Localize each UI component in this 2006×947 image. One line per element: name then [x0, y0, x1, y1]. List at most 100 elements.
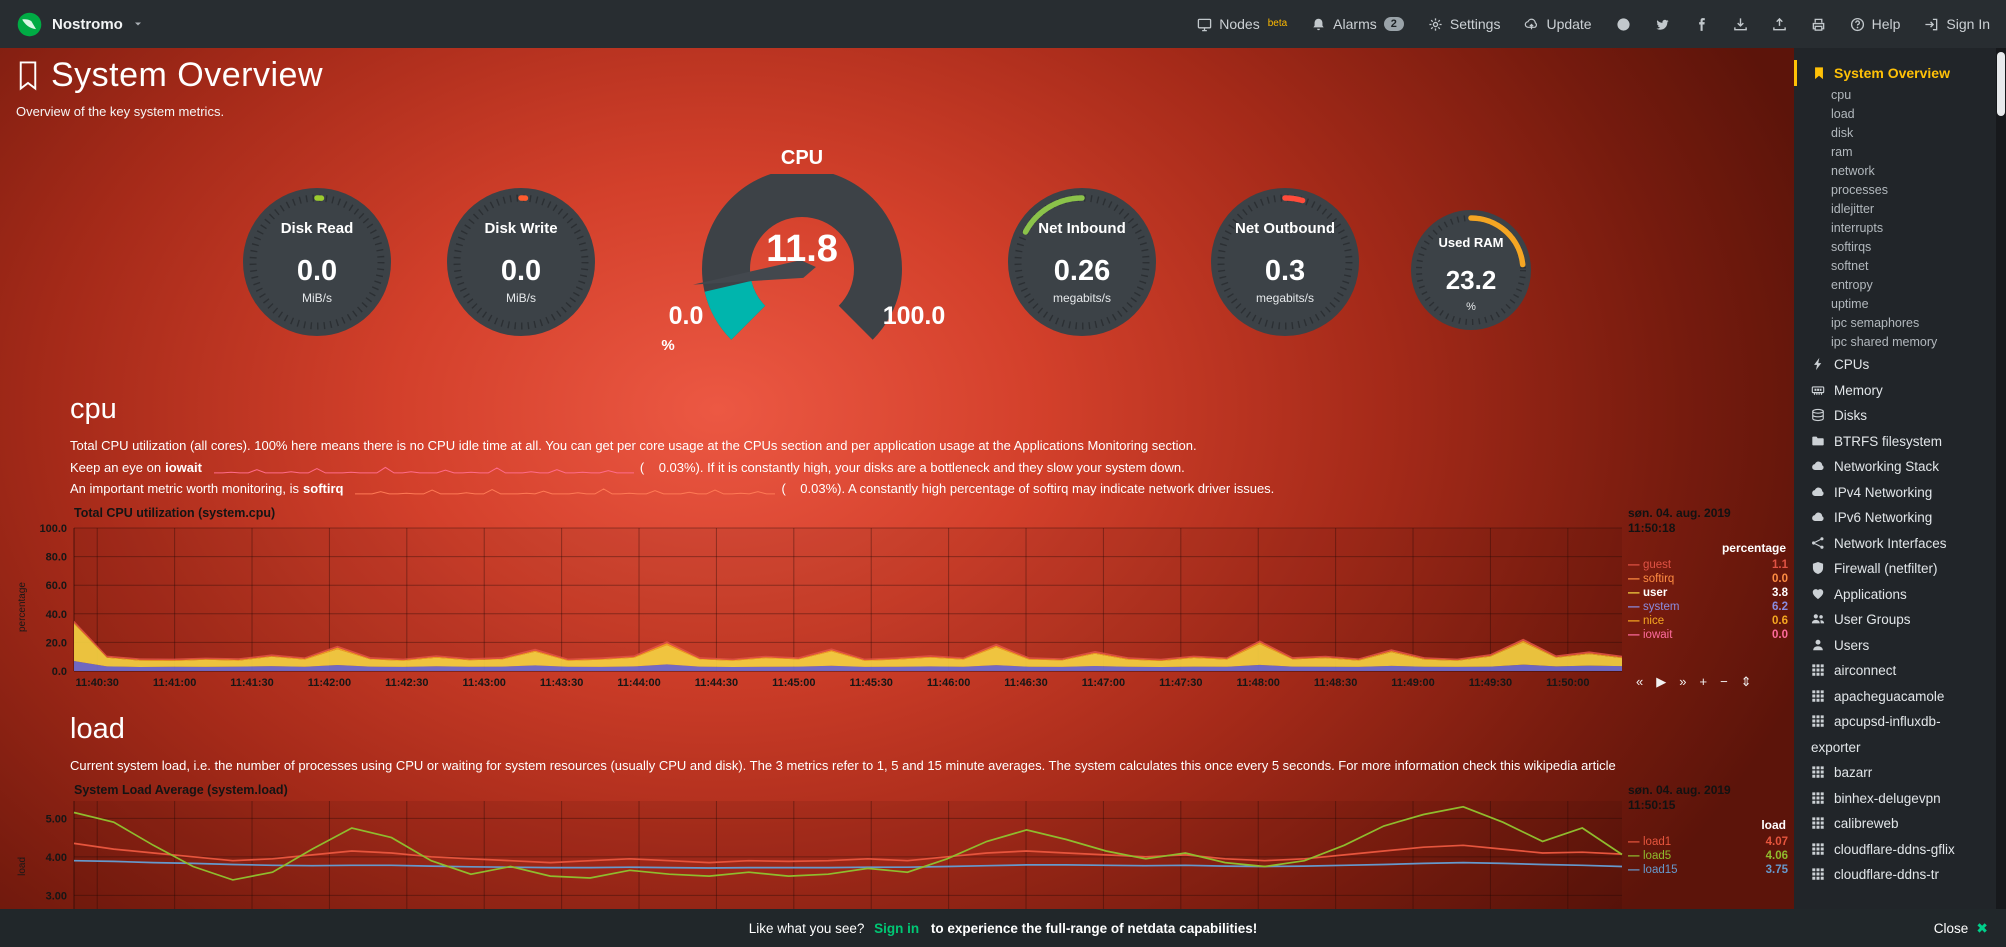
sidebar-item-firewall-netfilter[interactable]: Firewall (netfilter) — [1794, 556, 1996, 582]
legend-name: nice — [1643, 614, 1665, 627]
sidebar-subitem-ipc-shared-memory[interactable]: ipc shared memory — [1831, 335, 1938, 349]
sidebar-item-networking-stack[interactable]: Networking Stack — [1794, 454, 1996, 480]
banner-sign-in-link[interactable]: Sign in — [874, 920, 920, 936]
sidebar-item-network-interfaces[interactable]: Network Interfaces — [1794, 531, 1996, 557]
load-chart[interactable]: System Load Average (system.load) load 5… — [14, 783, 1794, 910]
cpu-chart-canvas[interactable]: 11:40:30 11:41:00 11:41:30 11:42:00 11:42:30… — [30, 523, 1628, 692]
legend-item-load15[interactable]: — load15 3.75 — [1628, 864, 1788, 876]
nav-export-snapshot[interactable] — [1772, 17, 1787, 32]
nav-settings[interactable]: Settings — [1428, 16, 1500, 32]
legend-value: 3.75 — [1765, 863, 1788, 876]
legend-item-guest[interactable]: — guest 1.1 — [1628, 559, 1788, 571]
chart-toolbar-pan-forward-button[interactable]: » — [1679, 673, 1687, 689]
nav-twitter[interactable] — [1655, 17, 1670, 32]
nav-help[interactable]: Help — [1850, 16, 1900, 32]
sidebar-subitem-network[interactable]: network — [1831, 164, 1875, 178]
banner-close-button[interactable]: Close ✖ — [1934, 920, 1988, 937]
legend-item-load1[interactable]: — load1 4.07 — [1628, 836, 1788, 848]
dashboard-content: System Overview Overview of the key syst… — [0, 48, 1794, 909]
gauge-disk-read[interactable]: Disk Read 0.0 MiB/s — [230, 175, 404, 354]
sidebar-item-airconnect[interactable]: airconnect — [1794, 658, 1996, 684]
sidebar-subitem-disk[interactable]: disk — [1831, 126, 1854, 140]
cpu-chart-legend: søn. 04. aug. 2019 11:50:18 percentage —… — [1628, 506, 1788, 643]
scrollbar-track[interactable] — [1996, 48, 2006, 909]
cpu-y-axis-label: percentage — [16, 582, 28, 633]
nav-sign-in[interactable]: Sign In — [1924, 16, 1990, 32]
load-chart-canvas[interactable]: 5.00 4.00 3.00 — [30, 800, 1628, 910]
nav-import-snapshot[interactable] — [1733, 17, 1748, 32]
load-plot-area[interactable]: 5.00 4.00 3.00 — [30, 800, 1628, 910]
svg-text:11:48:00: 11:48:00 — [1237, 677, 1280, 689]
nav-facebook[interactable] — [1694, 17, 1709, 32]
sidebar-item-bazarr[interactable]: bazarr — [1794, 760, 1996, 786]
scrollbar-thumb[interactable] — [1997, 52, 2005, 116]
nav-update[interactable]: Update — [1524, 16, 1592, 32]
legend-item-load5[interactable]: — load5 4.06 — [1628, 850, 1788, 862]
sidebar-item-disks[interactable]: Disks — [1794, 403, 1996, 429]
gauge-net-outbound[interactable]: Net Outbound 0.3 megabits/s — [1198, 175, 1372, 354]
sidebar-item-label: Networking Stack — [1834, 459, 1940, 474]
sidebar-subitem-entropy[interactable]: entropy — [1831, 278, 1873, 292]
sidebar-item-apcupsd-influxdb-exporter[interactable]: apcupsd-influxdb-exporter — [1794, 709, 1996, 760]
sidebar-item-cpus[interactable]: CPUs — [1794, 352, 1996, 378]
legend-item-user[interactable]: — user 3.8 — [1628, 587, 1788, 599]
sidebar-item-applications[interactable]: Applications — [1794, 582, 1996, 608]
legend-item-softirq[interactable]: — softirq 0.0 — [1628, 573, 1788, 585]
sidebar-item-memory[interactable]: Memory — [1794, 378, 1996, 404]
cpu-chart[interactable]: Total CPU utilization (system.cpu) perce… — [14, 506, 1794, 692]
sidebar-item-ipv6-networking[interactable]: IPv6 Networking — [1794, 505, 1996, 531]
sidebar-item-label: apacheguacamole — [1834, 688, 1945, 704]
disk-write-gauge-canvas: Disk Write 0.0 MiB/s — [447, 188, 595, 336]
nav-nodes[interactable]: Nodes beta — [1197, 16, 1287, 32]
nav-github[interactable] — [1616, 17, 1631, 32]
sidebar-item-binhex-delugevpn[interactable]: binhex-delugevpn — [1794, 786, 1996, 812]
sidebar-subitem-softirqs[interactable]: softirqs — [1831, 240, 1872, 254]
cpu-gauge[interactable]: CPU 11.8 0.0 100.0% — [642, 147, 962, 369]
sidebar-item-calibreweb[interactable]: calibreweb — [1794, 811, 1996, 837]
sidebar-item-users[interactable]: Users — [1794, 633, 1996, 659]
sidebar-item-apacheguacamole[interactable]: apacheguacamole — [1794, 684, 1996, 710]
sidebar-subitem-interrupts[interactable]: interrupts — [1831, 221, 1884, 235]
legend-value: 0.0 — [1772, 628, 1788, 641]
sidebar-subsections: cpu load disk ram network processes idlejitter… — [1794, 86, 1996, 352]
monitor-icon — [1197, 17, 1212, 32]
nav-print[interactable] — [1811, 17, 1826, 32]
sidebar-subitem-idlejitter[interactable]: idlejitter — [1831, 202, 1875, 216]
sidebar-item-system-overview[interactable]: System Overview — [1794, 60, 1996, 86]
sidebar-item-cloudflare-ddns-gflix[interactable]: cloudflare-ddns-gflix — [1794, 837, 1996, 863]
load-description: Current system load, i.e. the number of … — [70, 758, 1616, 773]
sign-in-icon — [1924, 17, 1939, 32]
nav-alarms[interactable]: Alarms 2 — [1311, 16, 1404, 32]
sidebar-subitem-softnet[interactable]: softnet — [1831, 259, 1869, 273]
sidebar-subitem-uptime[interactable]: uptime — [1831, 297, 1869, 311]
svg-text:0.0: 0.0 — [669, 302, 704, 330]
svg-text:3.00: 3.00 — [46, 890, 67, 902]
sidebar-subitem-ipc-semaphores[interactable]: ipc semaphores — [1831, 316, 1920, 330]
sidebar-subitem-ram[interactable]: ram — [1831, 145, 1853, 159]
main-area: System Overview Overview of the key syst… — [0, 48, 2006, 909]
chart-toolbar-zoom-out-button[interactable]: − — [1720, 673, 1728, 689]
sidebar-item-cloudflare-ddns-tr[interactable]: cloudflare-ddns-tr — [1794, 862, 1996, 888]
sidebar-item-ipv4-networking[interactable]: IPv4 Networking — [1794, 480, 1996, 506]
gauge-disk-write[interactable]: Disk Write 0.0 MiB/s — [434, 175, 608, 354]
sidebar-subitem-cpu[interactable]: cpu — [1831, 88, 1852, 102]
chart-toolbar-pan-backward-button[interactable]: « — [1636, 673, 1644, 689]
gauge-net-inbound[interactable]: Net Inbound 0.26 megabits/s — [995, 175, 1169, 354]
nav-update-label: Update — [1546, 16, 1592, 32]
sidebar-subitem-load[interactable]: load — [1831, 107, 1855, 121]
legend-item-iowait[interactable]: — iowait 0.0 — [1628, 629, 1788, 641]
chart-toolbar-play-button[interactable]: ▶ — [1656, 673, 1667, 689]
svg-text:11:44:00: 11:44:00 — [617, 677, 660, 689]
sidebar-item-btrfs-filesystem[interactable]: BTRFS filesystem — [1794, 429, 1996, 455]
sidebar-subitem-processes[interactable]: processes — [1831, 183, 1888, 197]
node-switcher[interactable]: Nostromo — [16, 11, 144, 38]
legend-item-system[interactable]: — system 6.2 — [1628, 601, 1788, 613]
gauge-used-ram[interactable]: Used RAM 23.2% — [1401, 200, 1541, 345]
cpu-plot-area[interactable]: 11:40:30 11:41:00 11:41:30 11:42:00 11:42:30… — [30, 523, 1628, 692]
net-inbound-gauge-canvas: Net Inbound 0.26 megabits/s — [1008, 188, 1156, 336]
legend-item-nice[interactable]: — nice 0.6 — [1628, 615, 1788, 627]
sidebar-item-user-groups[interactable]: User Groups — [1794, 607, 1996, 633]
chart-toolbar-resize-button[interactable]: ⇕ — [1740, 673, 1752, 689]
sidebar-item-label: Network Interfaces — [1834, 535, 1947, 551]
chart-toolbar-zoom-in-button[interactable]: + — [1699, 673, 1708, 689]
